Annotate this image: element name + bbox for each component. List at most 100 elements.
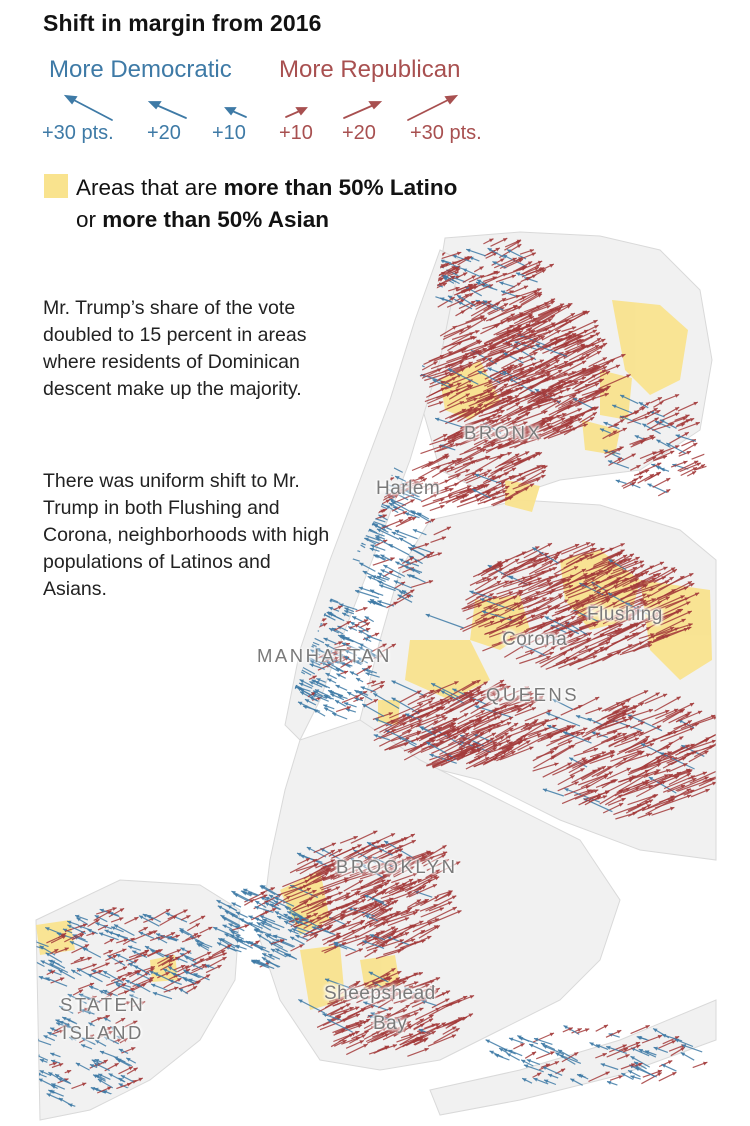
arrow-head [476,689,481,694]
arrow-head [433,493,438,498]
arrow-head [440,690,446,695]
arrow-head [582,310,587,315]
arrow-head [447,364,453,368]
arrow-head [433,720,439,725]
arrow-head [533,430,538,435]
shift-arrow-republican [540,319,574,338]
arrow-head [615,364,621,369]
arrow-head [546,371,552,375]
arrow-head [605,371,610,375]
arrow-head [466,325,472,330]
arrow-head [410,499,415,504]
arrow-head [504,492,510,497]
arrow-head [406,594,411,599]
arrow-head [504,732,509,737]
arrow-head [524,686,529,691]
shift-arrow-republican [524,330,553,341]
arrow-head [468,385,473,389]
arrow-head [451,722,456,727]
arrow-head [391,697,396,702]
arrow-head [529,316,534,320]
shift-arrow-republican [379,729,412,747]
shift-arrow-republican [483,424,518,439]
shift-arrow-republican [528,308,562,327]
shift-arrow-republican [479,698,503,710]
arrow-head [540,464,546,469]
arrow-head [394,529,400,534]
shift-arrow-republican [384,737,410,751]
arrow-head [310,649,315,654]
arrow-head [471,699,477,703]
arrow-head [460,368,465,372]
shift-arrow-republican [429,372,454,385]
shift-arrow-republican [427,393,451,405]
arrow-head [505,747,511,752]
shift-arrow-republican [500,739,531,758]
shift-arrow-republican [566,329,598,345]
arrow-head [432,256,437,261]
arrow-head [451,725,456,730]
arrow-head [502,371,507,375]
arrow-head [572,427,577,431]
arrow-head [352,616,357,620]
arrow-head [336,673,341,678]
arrow-head [501,683,507,688]
shift-arrow-republican [507,425,534,441]
arrow-head [391,643,396,648]
arrow-head [556,330,561,334]
arrow-head [449,696,454,701]
arrow-head [548,425,554,430]
shift-arrow-republican [428,680,459,695]
arrow-head [382,643,387,648]
shift-arrow-republican [451,330,480,341]
arrow-head [479,316,485,321]
shift-arrow-republican [411,714,441,727]
arrow-head [548,398,553,402]
arrow-head [395,476,400,480]
shift-arrow-republican [493,405,524,423]
shift-arrow-republican [420,363,453,377]
arrow-head [484,439,489,444]
shift-arrow-republican [563,416,595,436]
arrow-head [456,474,461,478]
arrow-head [402,714,408,718]
shift-arrow-republican [556,334,582,348]
arrow-head [359,643,364,648]
arrow-head [304,699,310,703]
arrow-head [507,451,512,456]
arrow-head [403,742,409,747]
arrow-head [594,406,599,411]
arrow-head [373,524,379,529]
arrow-head [510,751,516,755]
shift-arrow-republican [524,716,560,730]
shift-arrow-republican [420,724,454,740]
arrow-head [492,723,497,728]
arrow-head [373,699,378,703]
arrow-head [592,329,597,334]
arrow-head [325,673,330,677]
shift-arrow-republican [517,732,552,751]
arrow-head [553,399,558,404]
arrow-head [410,589,415,594]
arrow-head [395,561,400,566]
arrow-head [299,682,304,687]
arrow-head [494,697,499,701]
arrow-head [300,691,305,696]
shift-arrow-republican [547,427,578,439]
arrow-head [602,343,608,347]
shift-arrow-republican [531,427,557,440]
arrow-head [516,695,521,700]
shift-arrow-republican [528,369,563,390]
arrow-head [327,678,332,683]
arrow-head [401,483,407,487]
arrow-head [341,642,347,647]
arrow-head [354,624,360,628]
arrow-head [366,635,372,639]
arrow-head [541,722,546,727]
shift-arrow-republican [553,310,588,327]
shift-arrow-republican [426,755,451,766]
arrow-head [335,700,340,704]
shift-arrow-republican [568,344,600,361]
arrow-head [459,401,464,405]
arrow-head [550,301,555,305]
